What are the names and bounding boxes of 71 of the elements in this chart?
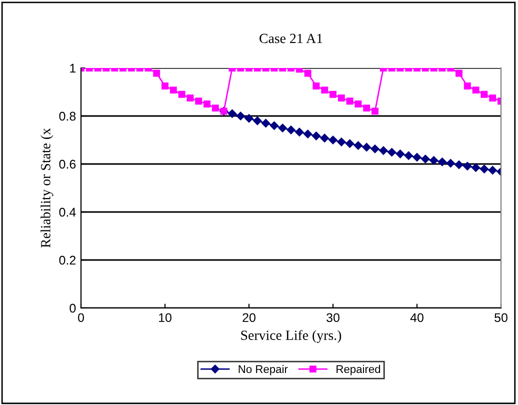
point	[236, 112, 245, 120]
point	[186, 94, 194, 102]
y-tick-label: 0.6	[59, 160, 76, 169]
y-tick-label: 0.2	[59, 256, 76, 265]
y-tick-label: 0.4	[59, 208, 76, 217]
chart-title: Case 21 A1	[260, 34, 322, 44]
point	[178, 90, 186, 98]
point	[472, 163, 480, 172]
point	[438, 158, 446, 166]
point	[153, 70, 160, 77]
point	[312, 132, 320, 140]
point	[480, 164, 488, 174]
point	[270, 121, 278, 130]
point	[354, 100, 362, 108]
point	[321, 86, 328, 94]
point	[412, 153, 422, 162]
point	[472, 86, 480, 94]
point	[312, 82, 320, 90]
x-tick-label: 30	[326, 313, 340, 322]
point	[228, 109, 236, 118]
point	[204, 100, 210, 108]
point	[488, 166, 497, 174]
point	[480, 90, 488, 98]
point	[430, 156, 438, 165]
point	[338, 94, 345, 102]
point	[278, 124, 287, 132]
point	[328, 136, 338, 144]
x-tick-label: 0	[78, 313, 84, 322]
point	[346, 139, 354, 148]
legend-label: No Repair	[238, 364, 288, 376]
x-tick-label: 10	[159, 313, 172, 322]
point	[454, 160, 464, 169]
point	[396, 150, 404, 158]
x-tick-label: 40	[410, 313, 424, 322]
point	[463, 162, 472, 170]
x-tick-label: 50	[494, 313, 508, 322]
point	[346, 98, 354, 105]
y-tick-label: 0	[70, 304, 76, 313]
point	[456, 70, 462, 77]
y-axis-title: Reliability or State (x	[40, 128, 54, 248]
point	[446, 159, 455, 168]
x-tick-label: 20	[242, 313, 256, 322]
point	[304, 130, 312, 138]
point	[337, 138, 346, 146]
point	[170, 86, 177, 94]
point	[388, 148, 396, 156]
point	[304, 70, 312, 77]
point	[489, 94, 496, 102]
point	[286, 126, 296, 134]
point	[162, 82, 168, 90]
point	[354, 141, 362, 150]
point	[212, 104, 219, 112]
point	[362, 142, 371, 152]
point	[195, 98, 202, 105]
point	[421, 154, 430, 164]
legend-label: Repaired	[336, 364, 380, 376]
point	[320, 134, 329, 142]
point	[262, 118, 270, 128]
point	[379, 146, 388, 155]
point	[370, 144, 380, 154]
y-tick-label: 0.8	[59, 112, 76, 121]
point	[372, 108, 378, 115]
point	[330, 90, 336, 98]
point	[295, 128, 304, 136]
point	[464, 82, 471, 90]
y-tick-label: 1	[70, 64, 76, 73]
point	[244, 114, 254, 123]
point	[404, 151, 413, 160]
point	[253, 116, 262, 126]
point	[363, 104, 370, 112]
x-axis-title: Service Life (yrs.)	[241, 330, 342, 343]
